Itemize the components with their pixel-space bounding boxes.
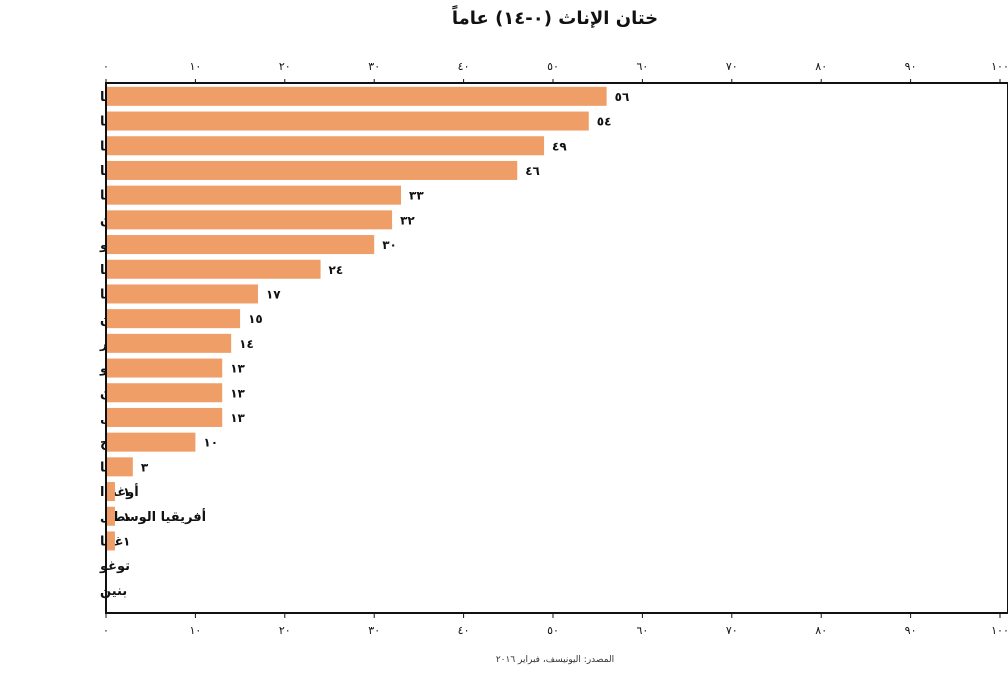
bar: [107, 432, 196, 452]
x-tick-label-top: ٦٠: [636, 60, 648, 73]
bar-value-label: ١٥: [248, 312, 263, 326]
bar-value-label: ٣٢: [400, 213, 415, 227]
bar: [107, 160, 518, 180]
bar-value-label: ٥٦: [615, 90, 630, 104]
x-tick-label-bottom: ٣٠: [368, 624, 380, 637]
bar: [107, 383, 223, 403]
bar-value-label: ١: [123, 485, 130, 499]
x-tick-label-top: ٥٠: [547, 60, 559, 73]
bar: [107, 358, 223, 378]
source-note: المصدر: اليونيسف، فبراير ٢٠١٦: [496, 655, 614, 665]
category-label: بنين: [100, 584, 127, 599]
x-tick-label-bottom: ٩٠: [905, 624, 917, 637]
bar-value-label: ٢٤: [329, 263, 344, 277]
bar: [107, 531, 115, 551]
x-tick-label-bottom: ١٠: [189, 624, 201, 637]
x-tick-label-bottom: ٦٠: [636, 624, 648, 637]
bar-value-label: ٣: [141, 460, 149, 474]
bar: [107, 333, 232, 353]
bar: [107, 284, 258, 304]
category-label: أفريقيا الوسطى: [100, 508, 206, 525]
bar: [107, 136, 545, 156]
top-axis: ٠ ١٠ ٢٠ ٣٠ ٤٠ ٥٠ ٦٠ ٧٠ ٨٠ ٩٠ ١٠٠: [103, 60, 1008, 83]
x-tick-label-bottom: ٨٠: [815, 624, 827, 637]
x-tick-label-top: ٤٠: [458, 60, 470, 73]
bar-value-label: ٣٠: [382, 238, 397, 252]
x-tick-label-top: ٩٠: [905, 60, 917, 73]
bar-value-label: ١٠: [203, 436, 218, 450]
plot-frame: [105, 82, 1008, 614]
bottom-axis: ٠ ١٠ ٢٠ ٣٠ ٤٠ ٥٠ ٦٠ ٧٠ ٨٠ ٩٠ ١٠٠: [103, 613, 1008, 637]
bar-value-label: ٤٦: [525, 164, 540, 178]
x-tick-label-top: ١٠: [189, 60, 201, 73]
bar: [107, 309, 241, 329]
bar-value-label: ١٣: [230, 362, 245, 376]
bar-value-label: ١٤: [239, 337, 254, 351]
chart-title: ختان الإناث (٠-١٤) عاماً: [451, 5, 658, 29]
bar-value-label: ١٧: [266, 287, 281, 301]
x-tick-label-bottom: ٧٠: [726, 624, 738, 637]
x-tick-label-bottom: ١٠٠: [991, 624, 1008, 637]
bar: [107, 235, 375, 255]
bar: [107, 506, 115, 526]
x-tick-label-top: ٨٠: [815, 60, 827, 73]
category-label: أوغندا: [100, 483, 139, 500]
x-tick-label-bottom: ٠: [103, 624, 109, 637]
bar: [107, 407, 223, 427]
bar: [107, 86, 607, 106]
bar-value-label: ١٣: [230, 411, 245, 425]
category-label: توغو: [99, 559, 130, 574]
bar-value-label: ٤٩: [552, 139, 567, 153]
x-tick-label-top: ٣٠: [368, 60, 380, 73]
bar-value-label: ١: [123, 510, 130, 524]
bar: [107, 210, 393, 230]
x-tick-label-bottom: ٤٠: [458, 624, 470, 637]
x-tick-label-top: ٢٠: [279, 60, 291, 73]
bar-value-label: ٥٤: [597, 115, 612, 129]
bar-value-label: ١٣: [230, 386, 245, 400]
bar: [107, 259, 321, 279]
x-tick-label-bottom: ٢٠: [279, 624, 291, 637]
x-tick-label-top: ١٠٠: [991, 60, 1008, 73]
bar-value-label: ١: [123, 534, 130, 548]
bar: [107, 111, 589, 131]
x-tick-label-top: ٠: [103, 60, 109, 73]
bars-group: غامبيا٥٦موريتانيا٥٤إندونيسيا٤٩غينيا٤٦إري…: [99, 86, 630, 599]
bar: [107, 457, 133, 477]
bar-value-label: ٣٣: [409, 189, 424, 203]
bar: [107, 482, 115, 502]
bar: [107, 185, 402, 205]
x-tick-label-top: ٧٠: [726, 60, 738, 73]
x-tick-label-bottom: ٥٠: [547, 624, 559, 637]
